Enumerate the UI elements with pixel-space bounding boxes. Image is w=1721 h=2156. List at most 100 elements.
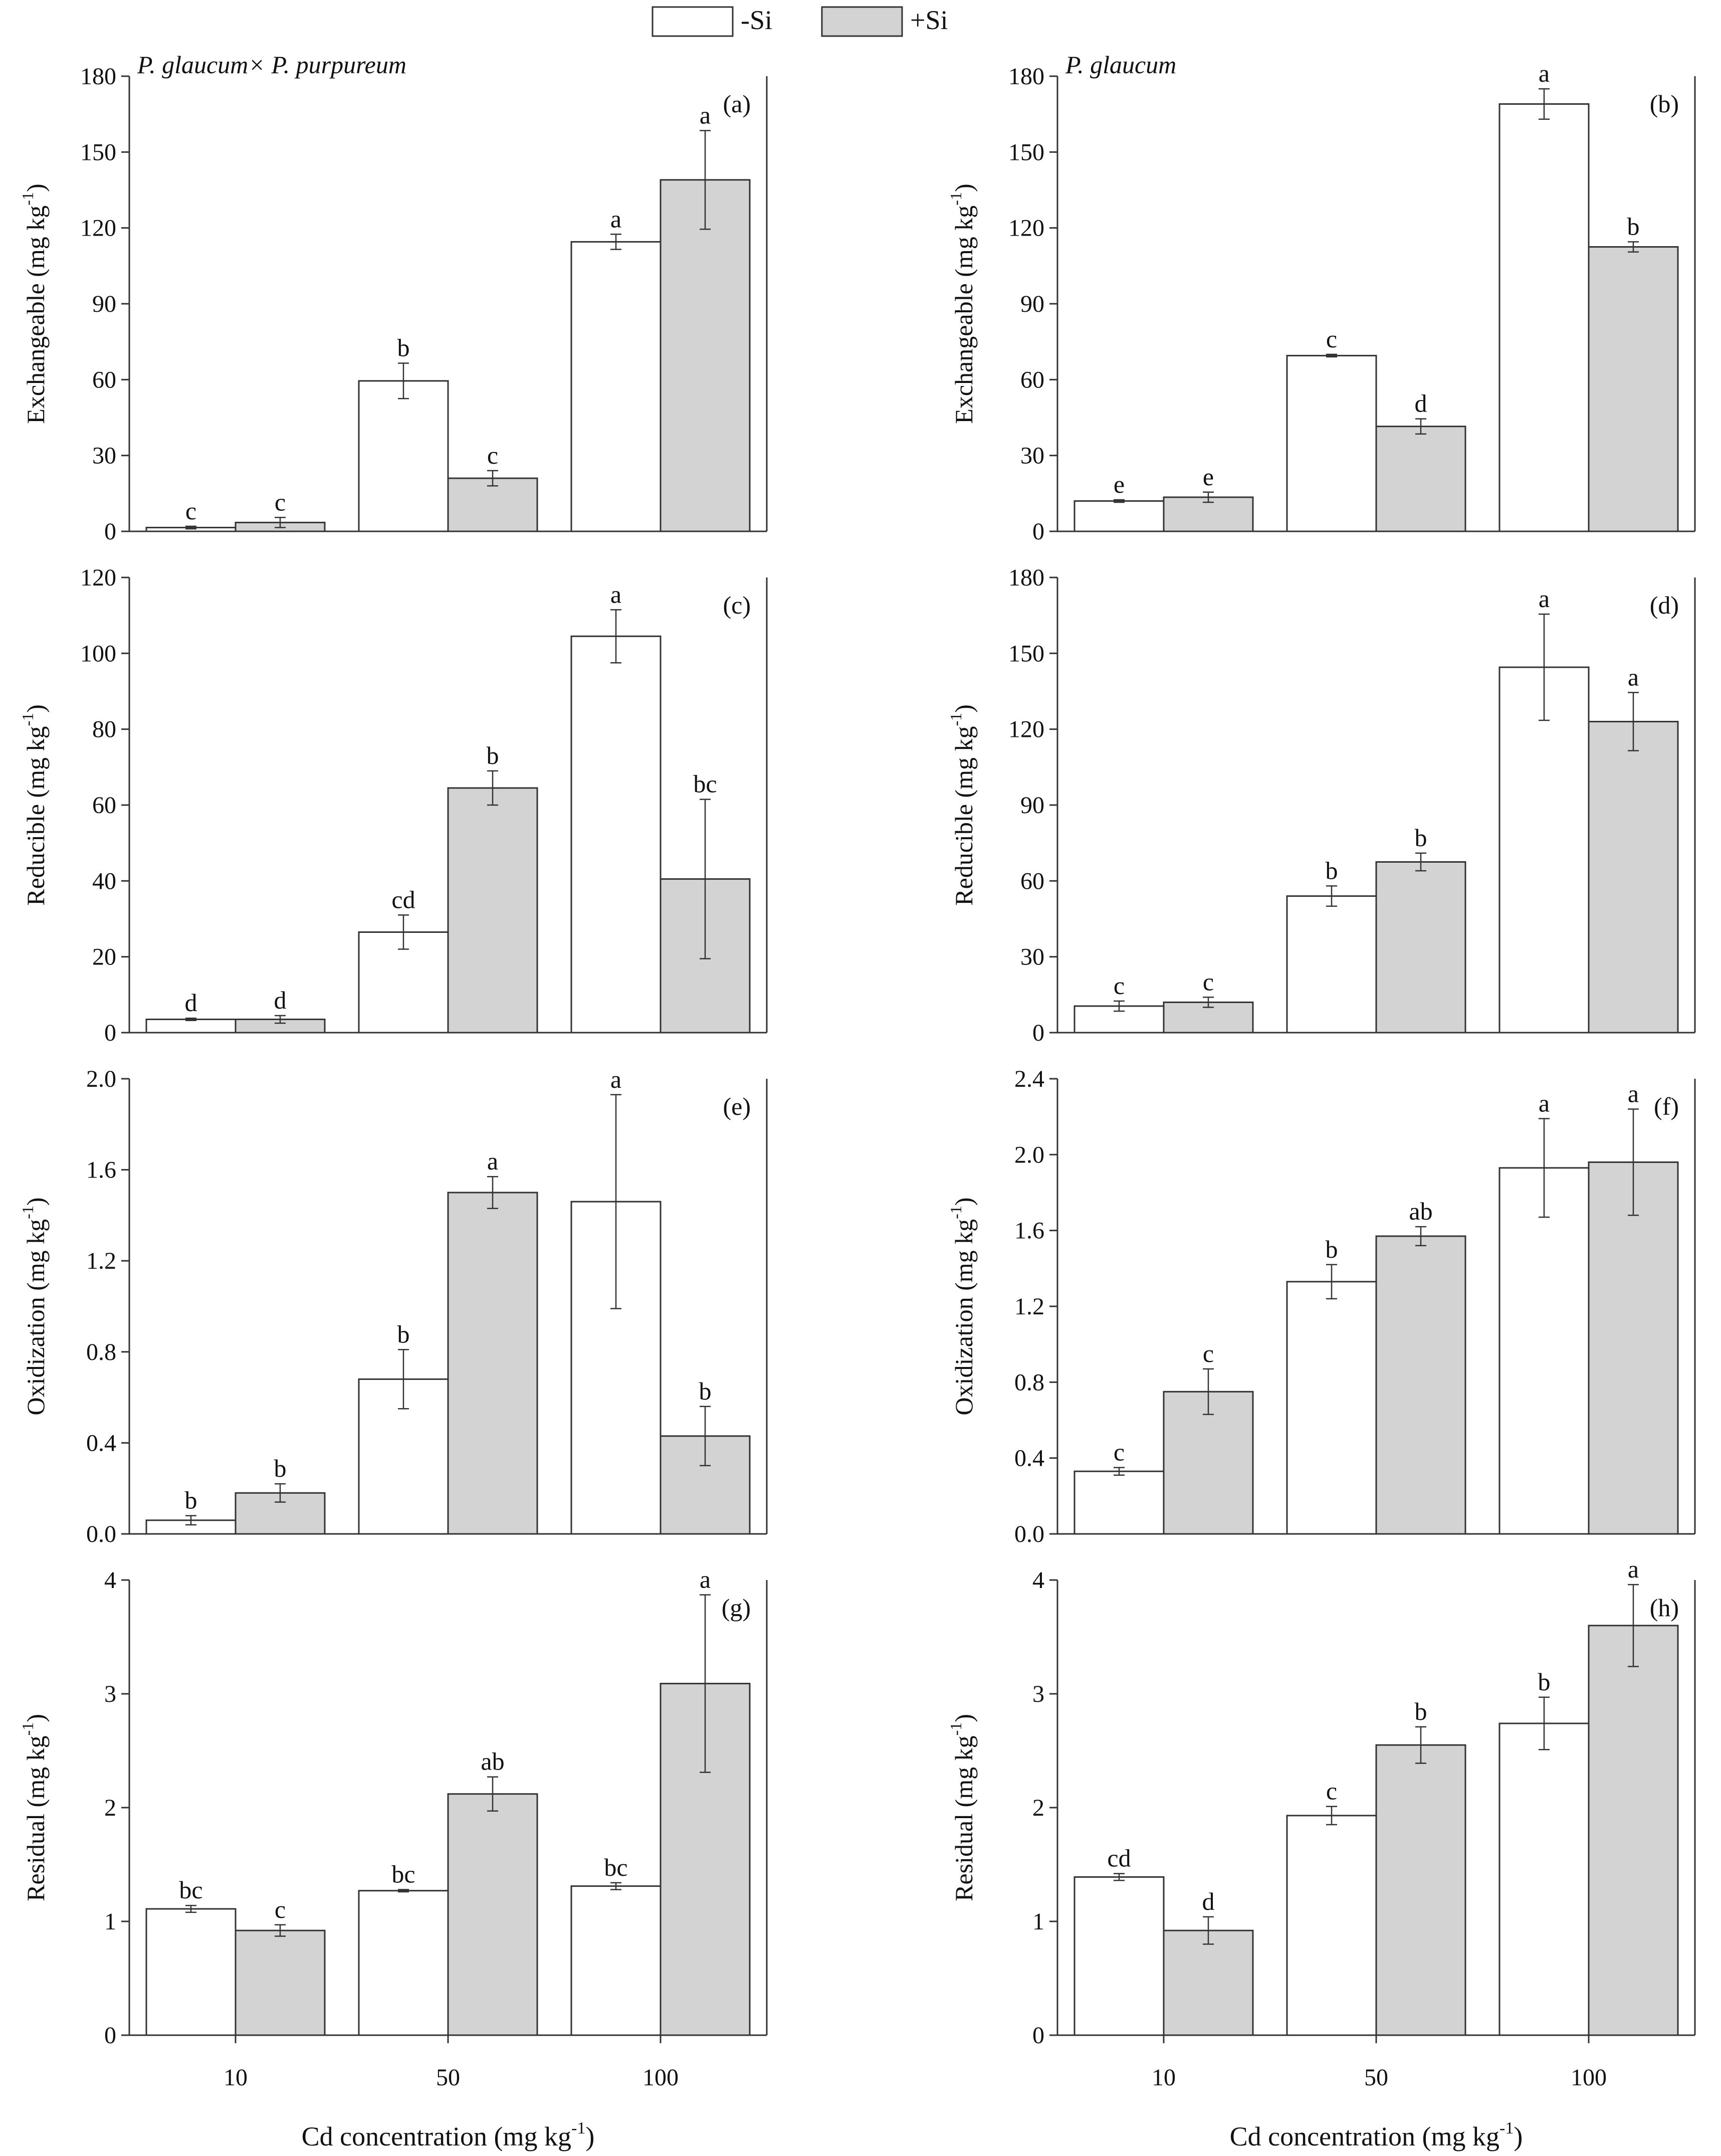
significance-letter: c [1114, 971, 1125, 1000]
significance-letter: d [274, 986, 287, 1014]
significance-letter: bc [179, 1876, 202, 1904]
significance-letter: c [1114, 1438, 1125, 1466]
bar [570, 635, 662, 1034]
significance-letter: c [487, 441, 498, 469]
significance-letter: cd [391, 885, 415, 913]
bar [1588, 721, 1679, 1034]
y-axis-title-text: Exchangeable (mg kg [22, 206, 50, 424]
y-axis-title-text: Reducible (mg kg [950, 726, 978, 906]
significance-letter: bc [693, 770, 717, 798]
y-tick-label: 2 [104, 1795, 116, 1821]
y-tick-label: 1.6 [1014, 1218, 1044, 1244]
significance-letter: a [700, 1565, 711, 1594]
y-tick-label: 0.0 [86, 1521, 116, 1547]
y-axis-title-text: Reducible (mg kg [22, 726, 50, 906]
bar [447, 477, 538, 532]
y-tick-label: 120 [1008, 215, 1044, 242]
y-axis-title-superscript: -1 [947, 1722, 965, 1736]
y-tick-label: 150 [80, 139, 116, 165]
y-axis-title: Residual (mg kg-1) [19, 1714, 50, 1901]
y-tick-label: 4 [104, 1567, 116, 1594]
y-tick-label: 150 [1008, 139, 1044, 165]
y-tick-label: 30 [92, 443, 116, 469]
y-tick-label: 100 [80, 640, 116, 667]
bar [1286, 895, 1377, 1034]
significance-letter: b [699, 1377, 712, 1405]
panel-label: (a) [723, 90, 751, 118]
y-tick-label: 1 [1032, 1908, 1044, 1935]
bar [570, 1885, 662, 2036]
bar [1163, 1391, 1254, 1535]
significance-letter: d [1415, 389, 1427, 418]
x-tick-label: 50 [1364, 2064, 1388, 2091]
significance-letter: a [487, 1147, 498, 1175]
y-axis-title-superscript: -1 [19, 1206, 37, 1219]
y-tick-label: 4 [1032, 1567, 1044, 1594]
y-axis-title: Oxidization (mg kg-1) [947, 1198, 978, 1416]
y-axis-title: Reducible (mg kg-1) [19, 704, 50, 906]
significance-letter: b [1326, 856, 1338, 884]
x-axis-labels: Cd concentration (mg kg-1) Cd concentrati… [302, 2119, 1523, 2151]
y-tick-label: 3 [104, 1681, 116, 1707]
y-axis-title-close: ) [950, 704, 978, 713]
y-tick-label: 0 [1032, 1020, 1044, 1046]
y-axis-title-close: ) [950, 183, 978, 192]
y-tick-label: 2 [1032, 1795, 1044, 1821]
bar [235, 1929, 326, 2036]
x-axis-title: Cd concentration (mg kg-1) [1230, 2119, 1523, 2151]
significance-letter: a [700, 101, 711, 129]
panel-a: 0 30 60 90 120 150 180 Exchangeable (mg kg-1) (a… [19, 51, 768, 545]
y-axis-title-text: Residual (mg kg [950, 1735, 978, 1901]
x-axis-title-close: ) [1514, 2121, 1523, 2151]
x-axis-title-text: Cd concentration (mg kg [302, 2121, 571, 2151]
y-tick-label: 20 [92, 944, 116, 970]
bar [1498, 1167, 1590, 1535]
panel-e: 0.0 0.4 0.8 1.2 1.6 2.0 Oxidization (mg kg-1) (… [19, 1065, 768, 1547]
bar [1498, 666, 1590, 1034]
x-tick-label: 10 [1152, 2064, 1176, 2091]
significance-letter: b [397, 334, 410, 362]
y-tick-label: 0.4 [86, 1430, 116, 1456]
y-axis-title-text: Oxidization (mg kg [22, 1219, 50, 1416]
bar [1375, 861, 1466, 1034]
y-tick-label: 120 [1008, 716, 1044, 743]
legend: -Si +Si [652, 5, 948, 37]
x-tick-label: 100 [1571, 2064, 1607, 2091]
panel-g: 0 1 2 3 4 Residual (mg kg-1) (g) bc c 10 bc ab 50 bc a… [19, 1565, 768, 2091]
bar [145, 1908, 237, 2036]
y-axis-title-close: ) [22, 1714, 50, 1722]
y-tick-label: 180 [1008, 564, 1044, 591]
legend-label-minus-si: -Si [741, 5, 772, 35]
significance-letter: ab [1409, 1197, 1432, 1225]
significance-letter: e [1114, 470, 1125, 498]
significance-letter: b [1326, 1235, 1338, 1263]
y-tick-label: 80 [92, 716, 116, 743]
y-tick-label: 2.0 [1014, 1141, 1044, 1168]
y-axis-title-superscript: -1 [19, 1722, 37, 1736]
significance-letter: c [1203, 1339, 1214, 1367]
x-tick-label: 50 [436, 2064, 460, 2091]
bar [1286, 1281, 1377, 1535]
y-tick-label: 0.8 [1014, 1369, 1044, 1396]
y-axis-title-superscript: -1 [19, 192, 37, 206]
y-tick-label: 120 [80, 564, 116, 591]
y-axis-title: Residual (mg kg-1) [947, 1714, 978, 1901]
significance-letter: b [1538, 1668, 1551, 1696]
bar [1588, 1625, 1679, 2036]
bar [1375, 1744, 1466, 2036]
significance-letter: a [1539, 59, 1550, 87]
significance-letter: a [1628, 1555, 1639, 1583]
panel-label: (g) [722, 1594, 751, 1622]
x-axis-title: Cd concentration (mg kg-1) [302, 2119, 595, 2151]
significance-letter: c [1203, 967, 1214, 996]
y-tick-label: 3 [1032, 1681, 1044, 1707]
y-tick-label: 90 [1020, 792, 1044, 819]
y-tick-label: 60 [92, 366, 116, 393]
y-tick-label: 2.0 [86, 1066, 116, 1092]
bar [358, 380, 449, 532]
bar [660, 179, 751, 532]
y-tick-label: 60 [1020, 868, 1044, 894]
significance-letter: d [1202, 1887, 1215, 1915]
significance-letter: b [274, 1454, 287, 1482]
